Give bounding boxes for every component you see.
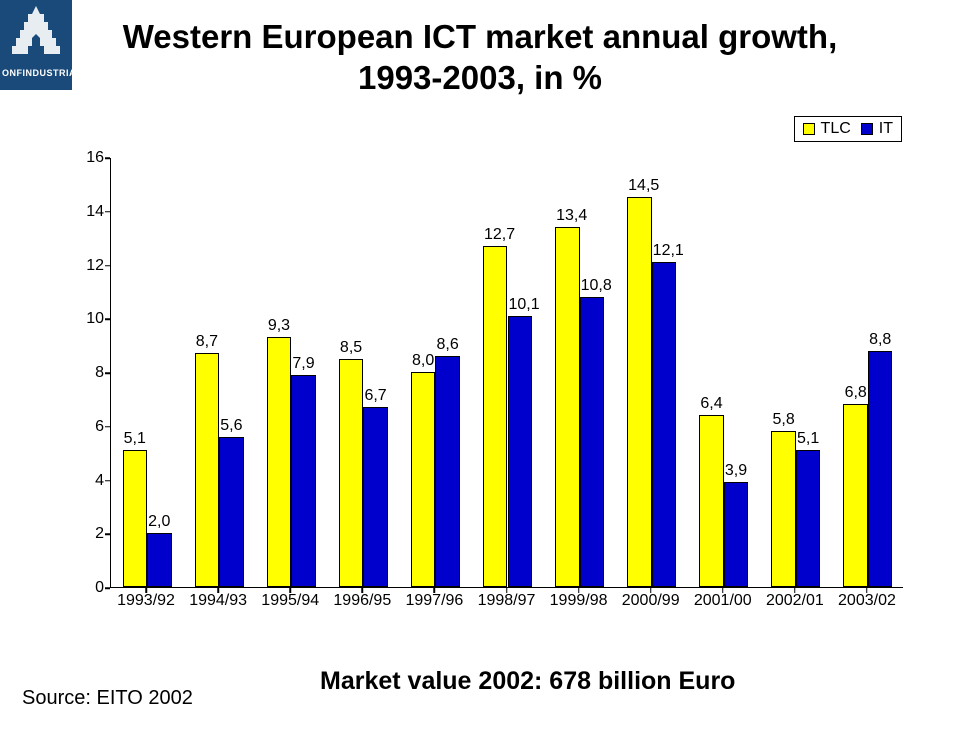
- legend-swatch-tlc: [803, 123, 815, 135]
- bar-tlc: 6,8: [843, 404, 868, 587]
- bar-tlc: 8,5: [339, 359, 364, 587]
- y-tick-mark: [105, 587, 110, 589]
- y-tick-mark: [105, 534, 110, 536]
- bar-it: 3,9: [724, 482, 749, 587]
- bar-value-label: 13,4: [556, 207, 579, 225]
- bar-value-label: 10,1: [509, 296, 532, 314]
- bar-value-label: 8,0: [412, 352, 435, 370]
- bar-value-label: 5,8: [772, 411, 795, 429]
- bar-tlc: 12,7: [483, 246, 508, 587]
- bar-value-label: 10,8: [581, 277, 604, 295]
- x-tick-mark: [506, 588, 508, 593]
- bar-tlc: 13,4: [555, 227, 580, 587]
- bar-value-label: 6,8: [844, 384, 867, 402]
- x-tick-label: 1999/98: [550, 592, 608, 610]
- x-tick-label: 1997/96: [405, 592, 463, 610]
- bar-tlc: 9,3: [267, 337, 292, 587]
- x-tick-label: 2003/02: [838, 592, 896, 610]
- bar-value-label: 12,1: [653, 242, 676, 260]
- legend: TLC IT: [794, 116, 902, 142]
- bar-value-label: 5,6: [220, 417, 243, 435]
- x-tick-label: 2002/01: [766, 592, 824, 610]
- bar-value-label: 9,3: [268, 317, 291, 335]
- bar-it: 5,1: [796, 450, 821, 587]
- bar-value-label: 8,8: [869, 331, 892, 349]
- x-tick-mark: [578, 588, 580, 593]
- bar-it: 8,6: [435, 356, 460, 587]
- bar-it: 6,7: [363, 407, 388, 587]
- x-tick-mark: [650, 588, 652, 593]
- x-tick-label: 2001/00: [694, 592, 752, 610]
- bar-value-label: 5,1: [124, 430, 147, 448]
- bar-it: 2,0: [147, 533, 172, 587]
- bar-value-label: 14,5: [628, 177, 651, 195]
- bar-value-label: 2,0: [148, 513, 171, 531]
- x-tick-mark: [217, 588, 219, 593]
- bar-value-label: 6,7: [364, 387, 387, 405]
- bar-value-label: 3,9: [725, 462, 748, 480]
- y-tick-mark: [105, 157, 110, 159]
- y-tick-mark: [105, 319, 110, 321]
- bar-tlc: 6,4: [699, 415, 724, 587]
- bar-value-label: 7,9: [292, 355, 315, 373]
- bar-chart: 5,12,08,75,69,37,98,56,78,08,612,710,113…: [73, 158, 903, 616]
- x-tick-mark: [866, 588, 868, 593]
- y-tick-mark: [105, 426, 110, 428]
- bar-it: 5,6: [219, 437, 244, 588]
- legend-label-tlc: TLC: [821, 120, 851, 138]
- bar-it: 7,9: [291, 375, 316, 587]
- legend-label-it: IT: [879, 120, 893, 138]
- x-tick-label: 1995/94: [261, 592, 319, 610]
- x-tick-mark: [722, 588, 724, 593]
- bar-tlc: 8,7: [195, 353, 220, 587]
- bar-value-label: 8,6: [436, 336, 459, 354]
- y-tick-mark: [105, 480, 110, 482]
- y-tick-mark: [105, 372, 110, 374]
- bar-tlc: 5,1: [123, 450, 148, 587]
- market-value-text: Market value 2002: 678 billion Euro: [320, 667, 735, 696]
- bar-tlc: 5,8: [771, 431, 796, 587]
- legend-swatch-it: [861, 123, 873, 135]
- x-tick-mark: [289, 588, 291, 593]
- bar-value-label: 6,4: [700, 395, 723, 413]
- bar-value-label: 8,5: [340, 339, 363, 357]
- x-tick-mark: [794, 588, 796, 593]
- bar-value-label: 5,1: [797, 430, 820, 448]
- x-tick-mark: [434, 588, 436, 593]
- bar-it: 8,8: [868, 351, 893, 588]
- x-tick-label: 1994/93: [189, 592, 247, 610]
- plot-area: 5,12,08,75,69,37,98,56,78,08,612,710,113…: [110, 158, 903, 588]
- bar-it: 10,1: [508, 316, 533, 587]
- x-tick-mark: [145, 588, 147, 593]
- x-tick-mark: [362, 588, 364, 593]
- x-tick-label: 2000/99: [622, 592, 680, 610]
- bar-it: 10,8: [580, 297, 605, 587]
- y-tick-mark: [105, 211, 110, 213]
- bar-value-label: 8,7: [196, 333, 219, 351]
- x-tick-label: 1998/97: [478, 592, 536, 610]
- title-line-2: 1993-2003, in %: [0, 57, 960, 98]
- source-text: Source: EITO 2002: [22, 687, 193, 710]
- title-line-1: Western European ICT market annual growt…: [0, 16, 960, 57]
- x-tick-label: 1996/95: [333, 592, 391, 610]
- y-tick-mark: [105, 265, 110, 267]
- bar-it: 12,1: [652, 262, 677, 587]
- bar-tlc: 14,5: [627, 197, 652, 587]
- bar-tlc: 8,0: [411, 372, 436, 587]
- x-tick-label: 1993/92: [117, 592, 175, 610]
- bar-value-label: 12,7: [484, 226, 507, 244]
- chart-title: Western European ICT market annual growt…: [0, 16, 960, 99]
